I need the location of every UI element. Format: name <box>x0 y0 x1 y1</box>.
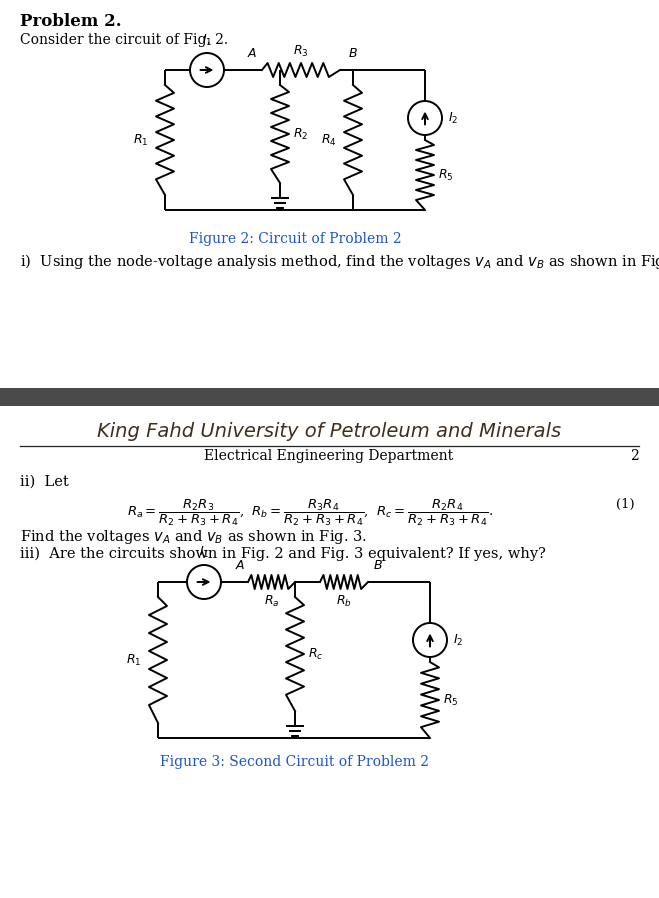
Text: $I_1$: $I_1$ <box>202 33 212 48</box>
Text: $R_c$: $R_c$ <box>308 647 324 662</box>
Text: Figure 2: Circuit of Problem 2: Figure 2: Circuit of Problem 2 <box>188 232 401 246</box>
Text: Electrical Engineering Department: Electrical Engineering Department <box>204 449 453 463</box>
Text: iii)  Are the circuits shown in Fig. 2 and Fig. 3 equivalent? If yes, why?: iii) Are the circuits shown in Fig. 2 an… <box>20 547 546 561</box>
Text: $R_4$: $R_4$ <box>322 132 337 147</box>
Text: Problem 2.: Problem 2. <box>20 13 122 30</box>
Text: $R_2$: $R_2$ <box>293 127 308 142</box>
Text: (1): (1) <box>616 498 635 511</box>
Text: ii)  Let: ii) Let <box>20 475 69 489</box>
Text: 2: 2 <box>630 449 639 463</box>
Text: $I_1$: $I_1$ <box>199 545 209 560</box>
Text: $R_1$: $R_1$ <box>126 653 141 667</box>
Bar <box>0 388 659 406</box>
Text: Consider the circuit of Fig. 2.: Consider the circuit of Fig. 2. <box>20 33 228 47</box>
Text: $I_2$: $I_2$ <box>453 632 463 647</box>
Text: Figure 3: Second Circuit of Problem 2: Figure 3: Second Circuit of Problem 2 <box>159 755 428 769</box>
Text: Find the voltages $v_A$ and $v_B$ as shown in Fig. 3.: Find the voltages $v_A$ and $v_B$ as sho… <box>20 528 367 546</box>
Text: $A$: $A$ <box>235 559 245 572</box>
Text: $R_a = \dfrac{R_2 R_3}{R_2 + R_3 + R_4}$,  $R_b = \dfrac{R_3 R_4}{R_2 + R_3 + R_: $R_a = \dfrac{R_2 R_3}{R_2 + R_3 + R_4}$… <box>127 498 493 528</box>
Text: $R_5$: $R_5$ <box>443 692 459 708</box>
Text: $R_1$: $R_1$ <box>132 132 148 147</box>
Text: $R_5$: $R_5$ <box>438 167 453 182</box>
Text: i)  Using the node-voltage analysis method, find the voltages $v_A$ and $v_B$ as: i) Using the node-voltage analysis metho… <box>20 252 659 271</box>
Text: $A$: $A$ <box>247 47 257 60</box>
Text: $B$: $B$ <box>348 47 358 60</box>
Text: King Fahd University of Petroleum and Minerals: King Fahd University of Petroleum and Mi… <box>97 422 561 441</box>
Text: $R_b$: $R_b$ <box>336 594 352 609</box>
Text: $R_3$: $R_3$ <box>293 44 309 59</box>
Text: $R_a$: $R_a$ <box>264 594 279 609</box>
Text: $I_2$: $I_2$ <box>448 110 458 126</box>
Text: $B$: $B$ <box>373 559 383 572</box>
